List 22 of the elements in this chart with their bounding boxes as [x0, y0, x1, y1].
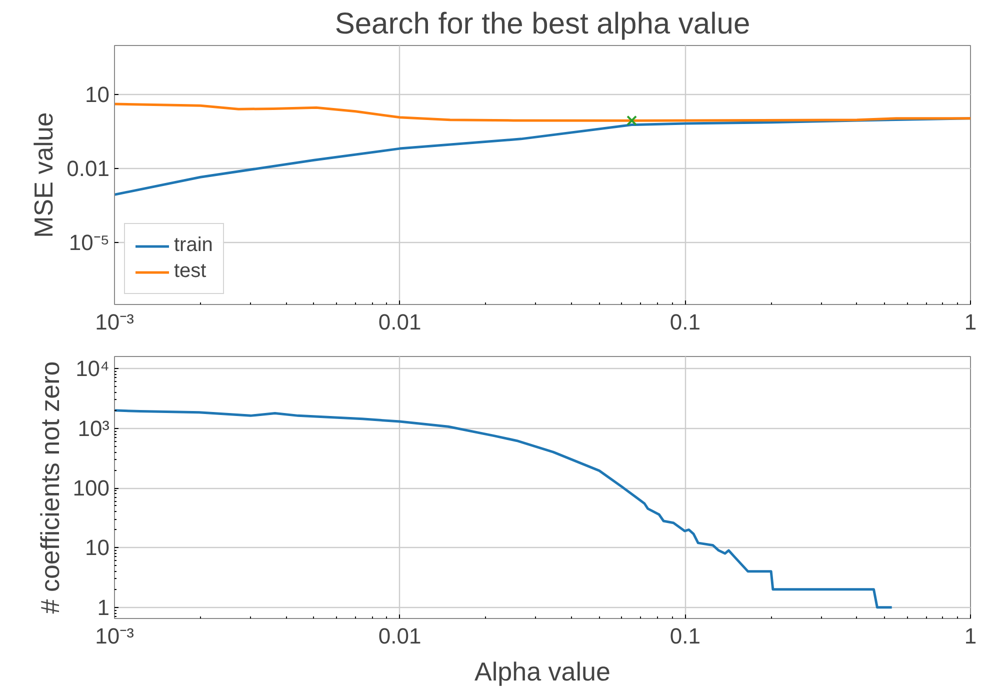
- y-tick-label: 0.01: [66, 156, 110, 182]
- legend-label: train: [174, 234, 213, 257]
- x-tick-label: 0.01: [378, 310, 422, 334]
- x-tick-label: 0.1: [670, 310, 700, 334]
- y-tick-label: 10: [85, 82, 110, 108]
- x-tick-label: 10⁻³: [95, 310, 134, 334]
- x-tick-label: 1: [964, 624, 977, 648]
- y-tick-label: 10³: [78, 416, 110, 441]
- y-axis-title: MSE value: [28, 112, 59, 238]
- x-tick-label: 10⁻³: [95, 624, 134, 648]
- y-tick-label: 1: [97, 594, 110, 620]
- x-tick-label: 0.1: [670, 624, 700, 648]
- x-tick-label: 1: [964, 310, 977, 334]
- y-tick-label: 100: [72, 476, 110, 501]
- legend-label: test: [174, 260, 206, 283]
- y-axis-title: # coefficients not zero: [34, 361, 65, 614]
- y-tick-label: 10⁴: [76, 356, 110, 382]
- y-tick-label: 10⁻⁵: [68, 230, 110, 255]
- chart-title: Search for the best alpha value: [334, 8, 750, 40]
- x-tick-label: 0.01: [378, 624, 422, 648]
- x-axis-title: Alpha value: [474, 656, 610, 686]
- y-tick-label: 10: [85, 535, 110, 560]
